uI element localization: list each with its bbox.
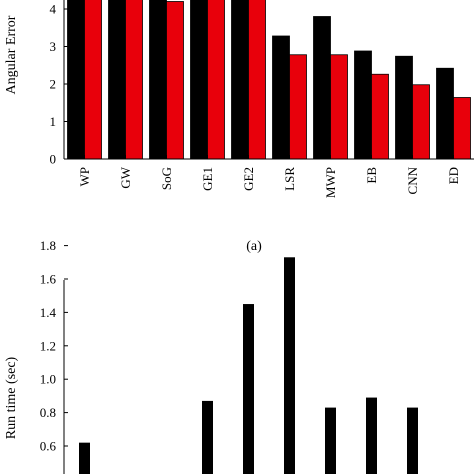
x-tick-label-sog: SoG [159, 167, 174, 190]
run-time-bars [79, 257, 418, 474]
x-tick-label-lsr: LSR [282, 167, 297, 191]
x-tick-label-ed: ED [446, 167, 461, 184]
y-tick-label: 0.6 [40, 439, 57, 454]
bar-eb-s1 [354, 50, 372, 160]
y-tick-label: 1.6 [40, 272, 57, 287]
angular-error-chart: 0 1 2 3 4 WP GW SoG GE1 GE2 LSR MWP EB CNN ED Angular… [4, 0, 474, 254]
bar-cnn-s1 [395, 55, 413, 160]
y-tick-label: 1.0 [40, 372, 56, 387]
bar-sog-s1 [149, 0, 167, 160]
bar-ge2-s2 [248, 0, 266, 160]
x-tick-label-eb: EB [364, 167, 379, 184]
y-tick-label: 1 [50, 114, 57, 129]
angular-error-x-ticks: WP GW SoG GE1 GE2 LSR MWP EB CNN ED [77, 155, 461, 198]
angular-error-y-ticks: 0 1 2 3 4 [50, 2, 68, 167]
bar-wp-s1 [67, 0, 85, 160]
runtime-bar-cnn [407, 407, 418, 474]
y-tick-label: 1.8 [40, 238, 56, 253]
bar-ge2-s1 [231, 0, 249, 160]
x-tick-label-wp: WP [77, 167, 92, 187]
y-tick-label: 0 [50, 152, 57, 167]
runtime-bar-mwp [325, 407, 336, 474]
runtime-bar-ge2 [243, 304, 254, 474]
x-tick-label-gw: GW [118, 166, 133, 188]
panel-label-a: (a) [246, 239, 262, 254]
y-tick-label: 4 [50, 2, 57, 17]
bar-gw-s1 [108, 0, 126, 160]
x-tick-label-mwp: MWP [323, 167, 338, 198]
runtime-bar-wp [79, 442, 90, 474]
angular-error-bars [67, 0, 471, 160]
bar-ed-s2 [453, 97, 471, 160]
bar-ed-s1 [436, 67, 454, 160]
bar-cnn-s2 [412, 84, 430, 160]
bar-gw-s2 [125, 0, 143, 160]
run-time-chart: 0.6 0.8 1.0 1.2 1.4 1.6 1.8 Run time (sec) [4, 238, 418, 474]
y-tick-label: 1.4 [40, 305, 57, 320]
x-tick-label-ge1: GE1 [200, 167, 215, 191]
bar-ge1-s2 [207, 0, 225, 160]
bar-wp-s2 [84, 0, 102, 160]
bar-lsr-s1 [272, 35, 290, 160]
bar-mwp-s1 [313, 16, 331, 160]
y-tick-label: 2 [50, 77, 57, 92]
bar-sog-s2 [166, 1, 184, 160]
y-tick-label: 1.2 [40, 338, 56, 353]
angular-error-y-label: Angular Error [4, 15, 19, 94]
y-tick-label: 0.8 [40, 405, 56, 420]
run-time-y-label: Run time (sec) [4, 356, 19, 439]
bar-ge1-s1 [190, 0, 208, 160]
runtime-bar-ge1 [202, 400, 213, 474]
runtime-bar-lsr [284, 257, 295, 474]
bar-lsr-s2 [289, 54, 307, 160]
runtime-bar-eb [366, 397, 377, 474]
bar-mwp-s2 [330, 54, 348, 160]
run-time-y-ticks: 0.6 0.8 1.0 1.2 1.4 1.6 1.8 [40, 238, 68, 454]
x-tick-label-cnn: CNN [405, 166, 420, 194]
y-tick-label: 3 [50, 39, 57, 54]
x-tick-label-ge2: GE2 [241, 167, 256, 191]
bar-eb-s2 [371, 73, 389, 160]
